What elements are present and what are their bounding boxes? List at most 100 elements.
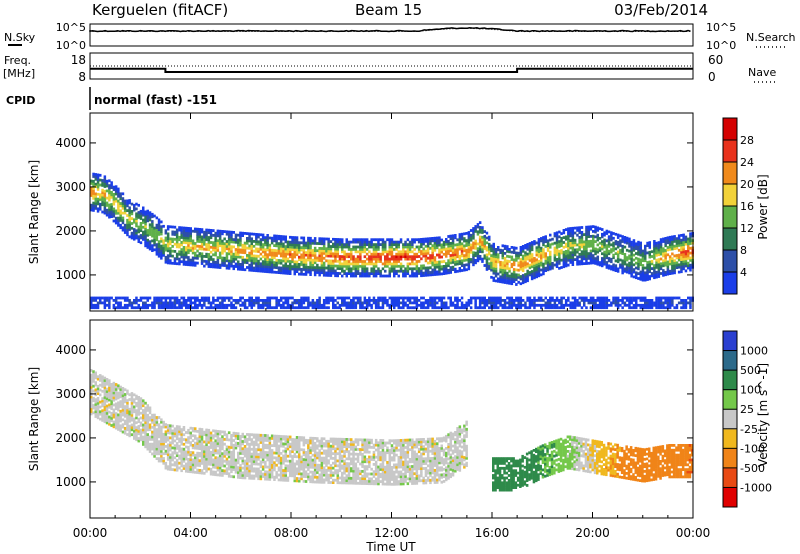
power-cell bbox=[404, 243, 407, 246]
power-cell bbox=[144, 244, 147, 248]
power-cell bbox=[352, 248, 355, 251]
power-cell bbox=[246, 254, 249, 257]
power-cell bbox=[295, 246, 299, 249]
power-cell bbox=[153, 233, 156, 237]
power-cell bbox=[139, 212, 143, 216]
power-cell bbox=[625, 296, 629, 300]
power-cell bbox=[377, 301, 380, 305]
power-cell bbox=[576, 233, 579, 237]
power-cell bbox=[207, 245, 211, 249]
power-cell bbox=[404, 272, 407, 275]
power-cell bbox=[282, 259, 285, 263]
power-cell bbox=[619, 265, 622, 269]
power-cell bbox=[528, 273, 532, 277]
power-cell bbox=[322, 244, 326, 248]
power-cell bbox=[503, 261, 507, 265]
velocity-cell bbox=[110, 397, 113, 401]
velocity-cell bbox=[137, 410, 140, 414]
power-cell bbox=[200, 235, 204, 239]
power-cell bbox=[406, 272, 410, 275]
power-cell bbox=[300, 296, 303, 300]
power-cell bbox=[350, 269, 353, 273]
power-cell bbox=[555, 303, 559, 307]
power-cell bbox=[359, 238, 362, 242]
velocity-cell bbox=[119, 400, 122, 403]
power-cell bbox=[521, 266, 525, 270]
power-cell bbox=[381, 274, 385, 278]
velocity-cell bbox=[153, 445, 156, 448]
power-cell bbox=[454, 258, 457, 261]
power-cell bbox=[682, 245, 685, 249]
velocity-cell bbox=[198, 459, 201, 463]
velocity-cell bbox=[173, 446, 177, 450]
power-cell bbox=[637, 248, 640, 251]
power-cell bbox=[103, 299, 107, 302]
velocity-cell bbox=[121, 406, 125, 410]
power-cell bbox=[218, 296, 222, 300]
power-cell bbox=[607, 299, 611, 302]
velocity-cell bbox=[105, 397, 109, 401]
velocity-cell bbox=[148, 411, 152, 415]
power-cell bbox=[406, 303, 410, 307]
power-cell bbox=[142, 218, 145, 222]
power-cell bbox=[397, 303, 400, 307]
power-cell bbox=[139, 229, 143, 232]
power-cell bbox=[447, 259, 450, 263]
power-cell bbox=[160, 220, 163, 224]
power-cell bbox=[166, 244, 170, 248]
power-cell bbox=[325, 271, 328, 275]
power-cell bbox=[406, 296, 410, 300]
power-cell bbox=[659, 257, 663, 261]
power-cell bbox=[302, 306, 306, 310]
power-cell bbox=[230, 303, 233, 307]
nave-tick-top: 60 bbox=[708, 53, 723, 67]
power-cell bbox=[485, 253, 489, 257]
power-cell bbox=[223, 242, 226, 246]
power-cell bbox=[255, 237, 258, 241]
velocity-cell bbox=[108, 422, 111, 426]
power-cell bbox=[178, 262, 181, 266]
power-cell bbox=[571, 263, 575, 266]
power-cell bbox=[368, 243, 371, 246]
power-cell bbox=[494, 269, 498, 273]
power-cell bbox=[379, 238, 382, 242]
power-cell bbox=[101, 196, 104, 199]
power-cell bbox=[474, 254, 477, 257]
power-cell bbox=[555, 236, 559, 239]
power-cell bbox=[540, 254, 543, 257]
power-cell bbox=[467, 245, 471, 249]
velocity-cell bbox=[108, 405, 111, 409]
power-cell bbox=[166, 254, 170, 258]
power-cell bbox=[166, 242, 170, 245]
power-cell bbox=[103, 175, 107, 179]
power-cell bbox=[110, 205, 113, 209]
power-cell bbox=[316, 263, 319, 267]
power-cell bbox=[578, 303, 581, 307]
velocity-cell bbox=[185, 467, 188, 471]
power-cell bbox=[255, 235, 258, 239]
power-cell bbox=[569, 246, 572, 250]
velocity-cell bbox=[90, 395, 93, 399]
power-cell bbox=[501, 261, 504, 265]
power-cell bbox=[596, 236, 599, 239]
velocity-cell bbox=[169, 468, 172, 471]
power-cell bbox=[598, 246, 602, 250]
power-cell bbox=[601, 301, 604, 305]
power-cell bbox=[205, 255, 208, 258]
power-cell bbox=[212, 229, 215, 232]
power-cell bbox=[562, 241, 566, 244]
velocity-cell bbox=[153, 440, 156, 444]
power-cell bbox=[465, 241, 468, 245]
power-cell bbox=[542, 262, 545, 266]
power-cell bbox=[169, 303, 172, 307]
power-cell bbox=[460, 252, 464, 255]
velocity-cell bbox=[171, 451, 174, 455]
power-cell bbox=[266, 236, 269, 240]
power-cell bbox=[354, 269, 358, 273]
power-cell bbox=[259, 252, 263, 256]
power-cell bbox=[243, 303, 247, 307]
power-cell bbox=[433, 273, 437, 276]
power-cell bbox=[668, 238, 672, 242]
power-cell bbox=[639, 260, 642, 264]
velocity-cell bbox=[142, 404, 145, 408]
